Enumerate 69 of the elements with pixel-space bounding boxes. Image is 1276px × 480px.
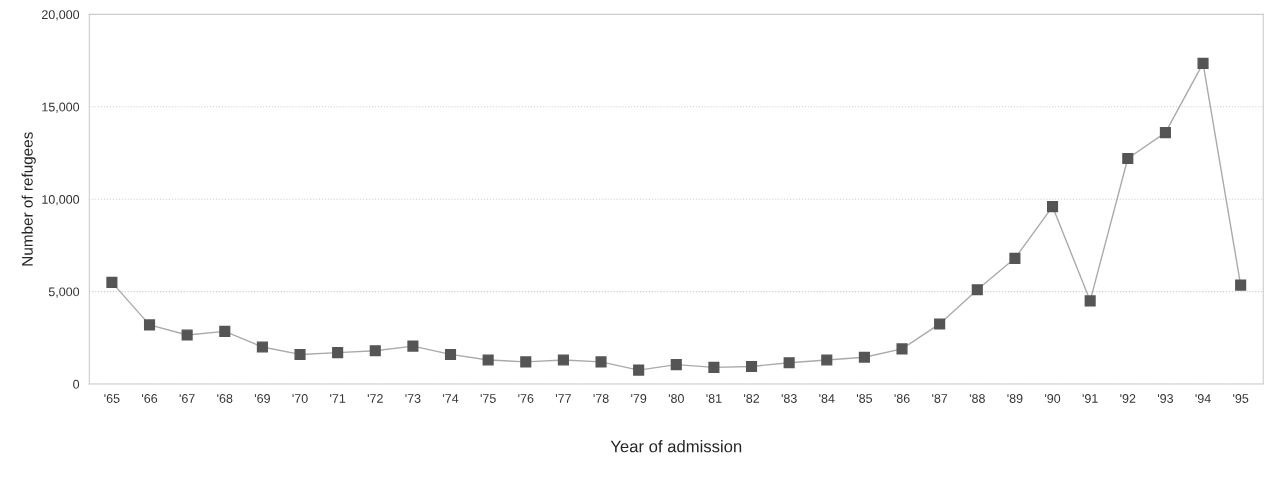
x-tick-label: '89 <box>1007 394 1023 403</box>
x-tick-label: '84 <box>819 394 835 403</box>
x-tick-label: '65 <box>104 394 120 403</box>
x-tick-label: '82 <box>744 394 760 403</box>
x-tick-label: '87 <box>932 394 948 403</box>
point <box>181 329 193 341</box>
point <box>1084 295 1096 307</box>
point <box>858 351 870 363</box>
point <box>294 348 306 360</box>
point <box>670 359 682 371</box>
x-tick-label: '69 <box>254 394 270 403</box>
point <box>1009 252 1021 264</box>
x-tick-label: '94 <box>1195 394 1211 403</box>
y-tick-label: 15,000 <box>42 102 80 113</box>
point <box>444 348 457 360</box>
y-tick-label: 20,000 <box>42 10 80 21</box>
x-tick-label: '90 <box>1045 394 1061 403</box>
point <box>708 361 720 373</box>
x-tick-label: '77 <box>555 394 571 403</box>
point <box>1235 279 1247 291</box>
x-tick-label: '83 <box>781 394 797 403</box>
point <box>256 341 268 353</box>
x-tick-label: '68 <box>217 394 233 403</box>
x-tick-label: '93 <box>1157 394 1174 403</box>
x-tick-label: '74 <box>443 394 459 403</box>
x-tick-label: '76 <box>518 394 534 403</box>
x-tick-label: '71 <box>330 394 346 403</box>
point <box>143 319 156 331</box>
point <box>219 325 231 337</box>
x-tick-label: '91 <box>1082 394 1098 403</box>
point <box>821 354 833 366</box>
x-tick-label: '79 <box>631 394 647 403</box>
point <box>407 340 419 352</box>
point <box>783 357 795 369</box>
x-tick-label: '72 <box>367 394 383 403</box>
y-tick-label: 10,000 <box>42 195 80 206</box>
y-tick-label: 0 <box>73 379 80 389</box>
x-tick-label: '75 <box>480 394 496 403</box>
point <box>332 347 344 359</box>
x-tick-label: '78 <box>593 394 609 403</box>
point <box>934 318 946 330</box>
point <box>369 345 381 357</box>
x-tick-label: '73 <box>405 394 421 403</box>
x-tick-label: '70 <box>292 394 308 403</box>
x-axis-title: Year of admission <box>610 440 742 453</box>
y-axis-title: Number of refugees <box>21 132 36 266</box>
x-tick-label: '95 <box>1233 394 1249 403</box>
point <box>106 276 118 288</box>
x-tick-label: '80 <box>668 394 684 403</box>
point <box>971 284 983 296</box>
point <box>520 356 532 368</box>
x-tick-label: '86 <box>894 394 910 403</box>
x-tick-label: '67 <box>179 394 195 403</box>
point <box>595 356 607 368</box>
point <box>1122 152 1134 165</box>
x-tick-label: '81 <box>706 394 722 403</box>
point <box>1159 127 1171 139</box>
point <box>482 354 494 366</box>
point <box>1046 201 1059 213</box>
point <box>1197 57 1209 69</box>
y-tick-label: 5,000 <box>48 287 80 298</box>
point <box>557 354 569 366</box>
x-tick-label: '85 <box>856 394 873 403</box>
x-tick-label: '88 <box>969 394 985 403</box>
point <box>745 360 758 373</box>
point <box>896 343 908 355</box>
x-tick-label: '92 <box>1120 394 1136 403</box>
x-tick-label: '66 <box>142 394 158 403</box>
point <box>633 364 645 376</box>
